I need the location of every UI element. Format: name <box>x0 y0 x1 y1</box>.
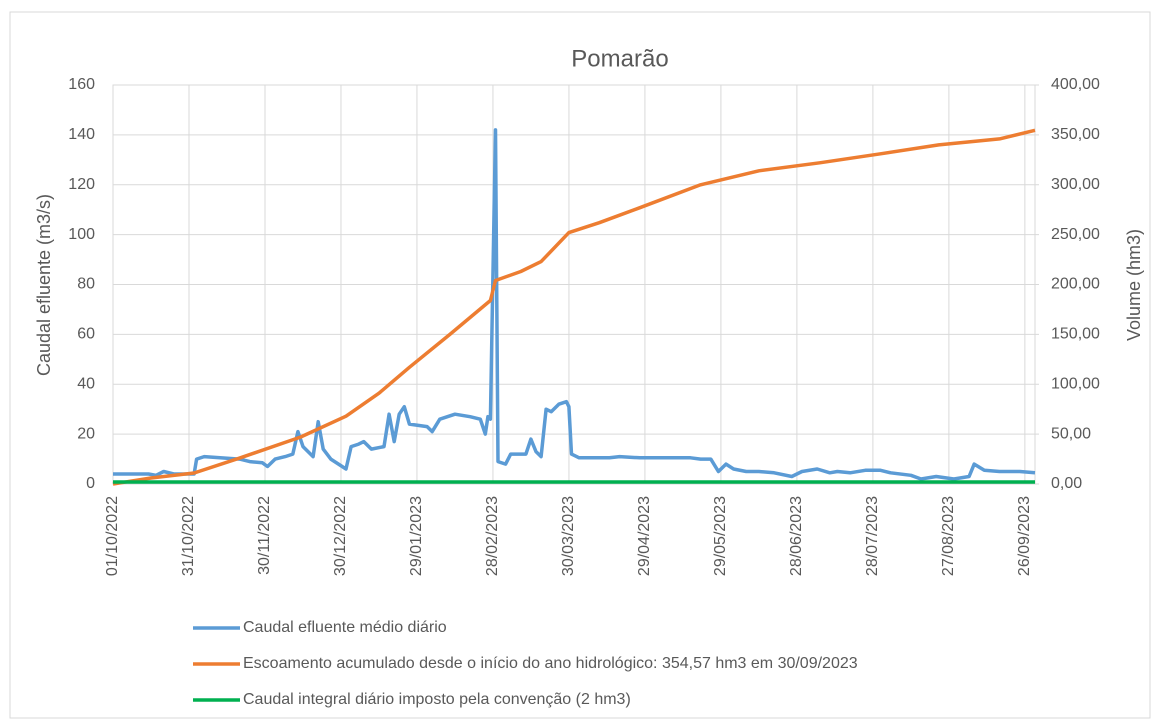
y2-tick-label: 200,00 <box>1051 276 1100 293</box>
x-tick-label: 28/06/2023 <box>788 496 805 576</box>
y-axis-label: Caudal efluente (m3/s) <box>34 194 54 376</box>
y-tick-label: 20 <box>77 425 95 442</box>
y2-axis-label: Volume (hm3) <box>1124 229 1144 341</box>
y-tick-label: 120 <box>68 176 95 193</box>
x-tick-label: 28/02/2023 <box>484 496 501 576</box>
y-tick-label: 140 <box>68 126 95 143</box>
y2-tick-label: 400,00 <box>1051 76 1100 93</box>
plot-border <box>112 84 1036 485</box>
x-tick-label: 28/07/2023 <box>864 496 881 576</box>
x-tick-label: 01/10/2022 <box>104 496 121 576</box>
legend-label: Caudal efluente médio diário <box>243 619 447 636</box>
y2-tick-label: 50,00 <box>1051 425 1091 442</box>
x-tick-label: 27/08/2023 <box>940 496 957 576</box>
x-tick-label: 30/12/2022 <box>332 496 349 576</box>
x-tick-label: 29/01/2023 <box>408 496 425 576</box>
x-tick-label: 29/05/2023 <box>712 496 729 576</box>
series-line <box>112 128 1036 486</box>
series-line <box>113 128 1036 481</box>
y2-tick-label: 300,00 <box>1051 176 1100 193</box>
y-tick-label: 160 <box>68 76 95 93</box>
x-tick-label: 30/03/2023 <box>560 496 577 576</box>
legend-label: Caudal integral diário imposto pela conv… <box>243 691 631 708</box>
x-tick-label: 26/09/2023 <box>1016 496 1033 576</box>
legend-label: Escoamento acumulado desde o início do a… <box>243 655 858 672</box>
x-tick-label: 30/11/2022 <box>256 496 273 575</box>
chart-title: Pomarão <box>571 45 668 72</box>
y-tick-label: 40 <box>77 375 95 392</box>
y-tick-label: 0 <box>86 475 95 492</box>
y-tick-label: 80 <box>77 276 95 293</box>
y2-tick-label: 150,00 <box>1051 326 1100 343</box>
chart-frame <box>9 11 1151 719</box>
y-tick-label: 60 <box>77 326 95 343</box>
y2-tick-label: 100,00 <box>1051 375 1100 392</box>
y2-tick-label: 350,00 <box>1051 126 1100 143</box>
x-tick-label: 31/10/2022 <box>180 496 197 576</box>
y2-tick-label: 0,00 <box>1051 475 1082 492</box>
y2-tick-label: 250,00 <box>1051 226 1100 243</box>
y-tick-label: 100 <box>68 226 95 243</box>
x-tick-label: 29/04/2023 <box>636 496 653 576</box>
